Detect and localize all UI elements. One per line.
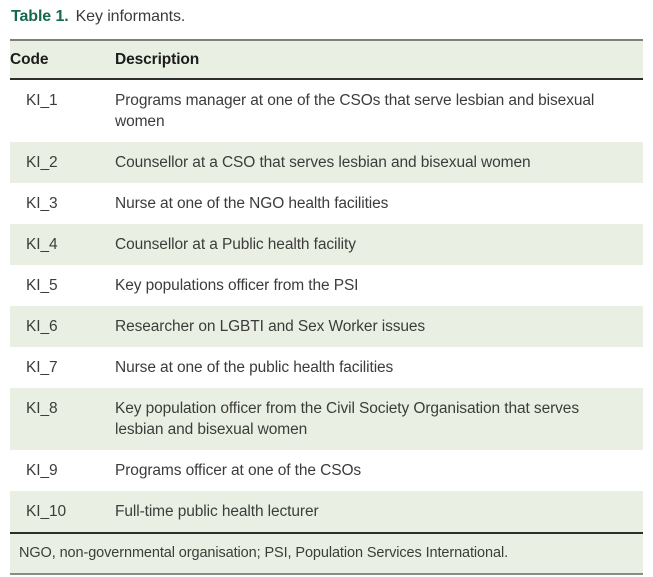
column-header-code: Code (10, 39, 115, 80)
informant-code: KI_1 (26, 92, 58, 109)
table-caption-text: Key informants. (75, 8, 186, 25)
informant-code: KI_4 (26, 236, 58, 253)
key-informants-table: Code Description KI_1 Programs manager a… (10, 39, 643, 532)
table-row: KI_6 Researcher on LGBTI and Sex Worker … (10, 306, 643, 347)
table-row: KI_5 Key populations officer from the PS… (10, 265, 643, 306)
informant-code: KI_6 (26, 318, 58, 335)
informant-description-text: Researcher on LGBTI and Sex Worker issue… (115, 318, 426, 335)
informant-description: Nurse at one of the public health facili… (115, 347, 643, 388)
informant-description-text: Programs officer at one of the CSOs (115, 462, 362, 479)
table-footnote: NGO, non-governmental organisation; PSI,… (10, 532, 643, 575)
informant-description-text: Counsellor at a Public health facility (115, 236, 356, 253)
table-body: KI_1 Programs manager at one of the CSOs… (10, 79, 643, 532)
header-row: Code Description (10, 39, 643, 80)
informant-description-text: Key populations officer from the PSI (115, 277, 359, 294)
informant-description-text: Nurse at one of the NGO health facilitie… (115, 195, 389, 212)
informant-description: Counsellor at a Public health facility (115, 224, 643, 265)
informant-code: KI_9 (26, 462, 58, 479)
table-row: KI_1 Programs manager at one of the CSOs… (10, 79, 643, 142)
informant-code: KI_7 (26, 359, 58, 376)
table-caption: Table 1. Key informants. (11, 7, 643, 27)
informant-code: KI_2 (26, 154, 58, 171)
table-header: Code Description (10, 39, 643, 80)
informant-description: Key populations officer from the PSI (115, 265, 643, 306)
informant-code: KI_3 (26, 195, 58, 212)
informant-code: KI_8 (26, 400, 58, 417)
informant-description: Counsellor at a CSO that serves lesbian … (115, 142, 643, 183)
table-row: KI_2 Counsellor at a CSO that serves les… (10, 142, 643, 183)
table-row: KI_10 Full-time public health lecturer (10, 491, 643, 532)
informant-description: Programs manager at one of the CSOs that… (115, 79, 643, 142)
key-informants-table-container: Code Description KI_1 Programs manager a… (10, 39, 643, 575)
informant-description: Full-time public health lecturer (115, 491, 643, 532)
informant-code: KI_10 (26, 503, 67, 520)
table-number-label: Table 1. (11, 8, 69, 25)
table-row: KI_4 Counsellor at a Public health facil… (10, 224, 643, 265)
informant-code: KI_5 (26, 277, 58, 294)
table-row: KI_3 Nurse at one of the NGO health faci… (10, 183, 643, 224)
column-header-description: Description (115, 39, 643, 80)
informant-description-text: Full-time public health lecturer (115, 503, 319, 520)
informant-description-text: Counsellor at a CSO that serves lesbian … (115, 154, 531, 171)
informant-description-text: Nurse at one of the public health facili… (115, 359, 394, 376)
informant-description: Programs officer at one of the CSOs (115, 450, 643, 491)
informant-description-text: Programs manager at one of the CSOs that… (115, 92, 595, 130)
table-row: KI_7 Nurse at one of the public health f… (10, 347, 643, 388)
table-row: KI_8 Key population officer from the Civ… (10, 388, 643, 450)
informant-description: Nurse at one of the NGO health facilitie… (115, 183, 643, 224)
informant-description-text: Key population officer from the Civil So… (115, 400, 579, 438)
informant-description: Researcher on LGBTI and Sex Worker issue… (115, 306, 643, 347)
informant-description: Key population officer from the Civil So… (115, 388, 643, 450)
table-row: KI_9 Programs officer at one of the CSOs (10, 450, 643, 491)
